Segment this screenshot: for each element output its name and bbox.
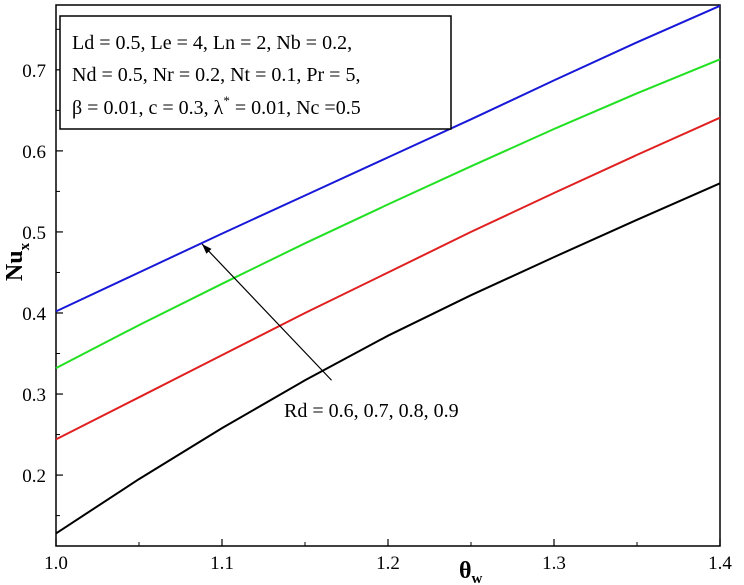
annotation-arrowhead: [202, 244, 212, 254]
x-tick-label: 1.0: [44, 553, 68, 574]
y-tick-label: 0.2: [22, 466, 46, 487]
annotation-label: Rd = 0.6, 0.7, 0.8, 0.9: [284, 400, 459, 422]
x-tick-label: 1.1: [210, 553, 234, 574]
annotation-arrow: [201, 243, 332, 381]
x-axis-ticks: 1.0 1.1 1.2 1.3 1.4: [44, 539, 732, 574]
y-tick-label: 0.5: [22, 223, 46, 244]
x-tick-label: 1.4: [708, 553, 732, 574]
parameter-line-3: β = 0.01, c = 0.3, λ* = 0.01, Nc =0.5: [72, 93, 361, 119]
y-axis-title: Nux: [2, 242, 33, 281]
parameter-line-3-b: = 0.01, Nc =0.5: [230, 97, 361, 119]
parameter-line-3-a: β = 0.01, c = 0.3, λ: [72, 97, 224, 119]
series-line-3: [55, 58, 721, 369]
y-axis-title-main: Nu: [2, 250, 28, 281]
parameter-line-3-sup: *: [223, 93, 230, 108]
parameter-line-2: Nd = 0.5, Nr = 0.2, Nt = 0.1, Pr = 5,: [72, 64, 360, 86]
y-tick-label: 0.7: [22, 61, 46, 82]
x-tick-label: 1.3: [542, 553, 566, 574]
parameter-box: Ld = 0.5, Le = 4, Ln = 2, Nb = 0.2, Nd =…: [59, 15, 452, 130]
x-axis-title: θw: [459, 558, 483, 585]
x-axis-title-main: θ: [459, 558, 472, 584]
series-group: [55, 4, 721, 535]
parameter-box-frame: [59, 15, 452, 130]
series-line-4: [55, 4, 721, 313]
y-tick-label: 0.4: [22, 304, 46, 325]
parameter-line-1: Ld = 0.5, Le = 4, Ln = 2, Nb = 0.2,: [72, 32, 352, 54]
x-axis-title-sub: w: [472, 571, 483, 585]
series-line-2: [55, 116, 721, 441]
y-axis-title-sub: x: [17, 242, 33, 250]
y-axis-ticks: 0.2 0.3 0.4 0.5 0.6 0.7: [22, 28, 63, 517]
y-tick-label: 0.6: [22, 142, 46, 163]
x-tick-label: 1.2: [376, 553, 400, 574]
y-tick-label: 0.3: [22, 385, 46, 406]
series-line-1: [55, 182, 721, 535]
